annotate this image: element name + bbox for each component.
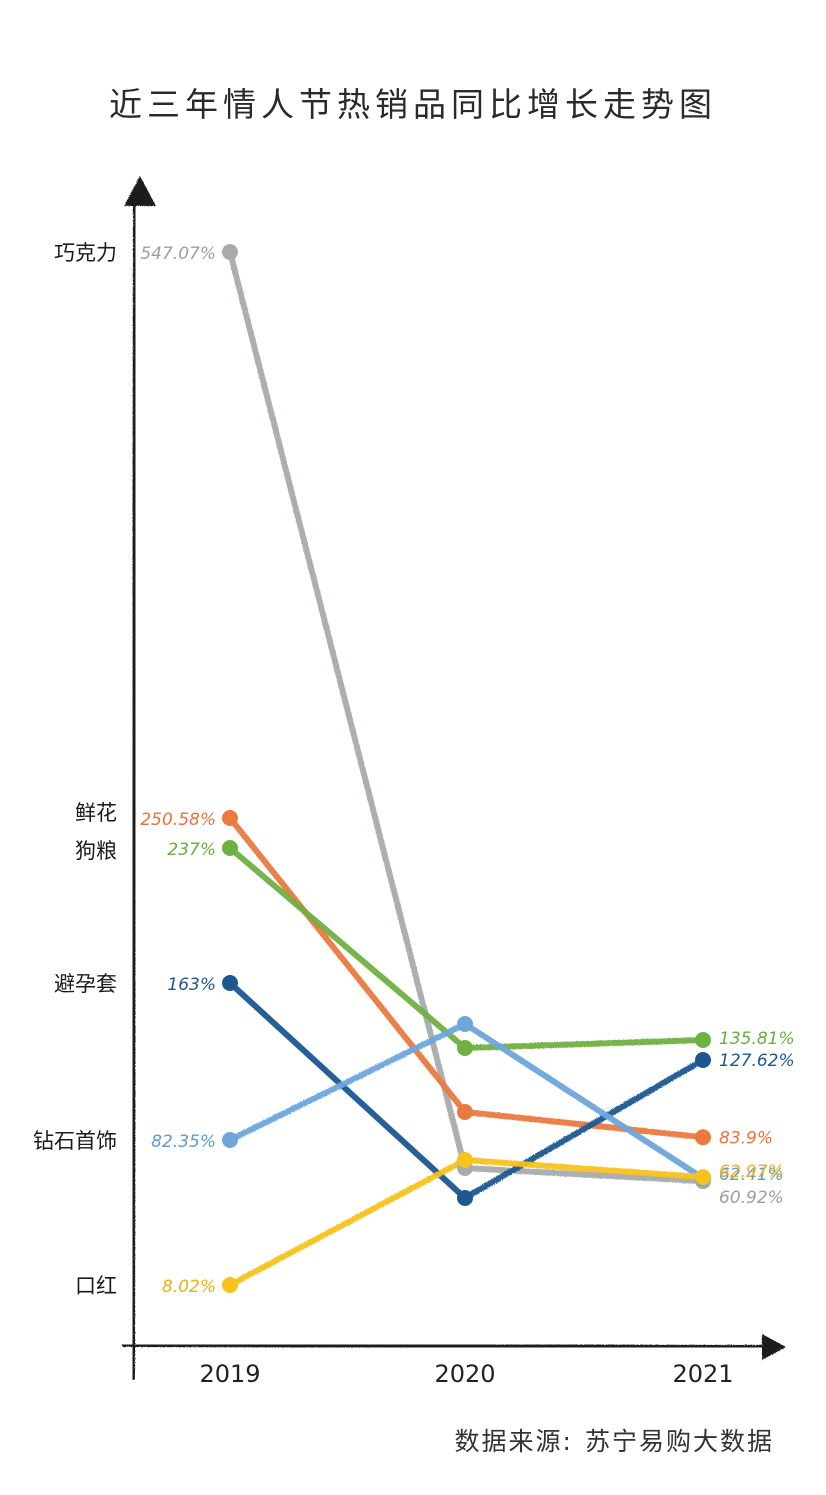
- x-tick-label: 2019: [199, 1360, 260, 1388]
- data-label: 250.58%: [140, 810, 216, 830]
- data-label: 237%: [167, 840, 216, 860]
- y-category-label: 巧克力: [54, 241, 117, 265]
- data-point[interactable]: [222, 1277, 238, 1293]
- data-label: 60.92%: [719, 1188, 784, 1208]
- y-category-label: 狗粮: [75, 839, 117, 863]
- data-label: 163%: [167, 975, 216, 995]
- data-points: [222, 244, 711, 1293]
- data-labels: 547.07% 60.92% 250.58% 83.9% 237% 135.81% 163%…: [140, 244, 794, 1297]
- chart-title: 近三年情人节热销品同比增长走势图: [109, 85, 717, 124]
- data-label: 8.02%: [162, 1277, 216, 1297]
- source-label: 数据来源:: [454, 1427, 573, 1456]
- data-label: 62.97%: [719, 1162, 784, 1182]
- y-axis-line: [131, 198, 137, 1380]
- data-point[interactable]: [222, 810, 238, 826]
- x-axis-arrow-icon: [762, 1334, 786, 1360]
- data-label: 82.35%: [151, 1132, 216, 1152]
- data-point[interactable]: [457, 1152, 473, 1168]
- x-tick-label: 2021: [672, 1360, 733, 1388]
- y-category-label: 口红: [75, 1274, 117, 1298]
- data-label: 83.9%: [719, 1128, 773, 1148]
- data-label: 62.41%: [719, 1165, 784, 1185]
- data-point[interactable]: [457, 1190, 473, 1206]
- data-point[interactable]: [457, 1040, 473, 1056]
- y-axis-arrow-icon: [124, 176, 156, 206]
- data-point[interactable]: [222, 975, 238, 991]
- data-label: 135.81%: [719, 1029, 795, 1049]
- series-line: [227, 815, 706, 1141]
- data-point[interactable]: [695, 1129, 711, 1146]
- source-value: 苏宁易购大数据: [584, 1427, 774, 1456]
- x-tick-label: 2020: [434, 1360, 495, 1388]
- data-point[interactable]: [695, 1052, 711, 1068]
- data-point[interactable]: [457, 1016, 473, 1032]
- data-point[interactable]: [222, 840, 238, 856]
- data-label: 547.07%: [140, 244, 216, 264]
- y-category-label: 鲜花: [75, 801, 117, 825]
- data-source: 数据来源: 苏宁易购大数据: [443, 1422, 774, 1458]
- y-category-label: 钻石首饰: [33, 1129, 117, 1153]
- data-point[interactable]: [222, 1132, 238, 1148]
- series-lines: [227, 249, 706, 1288]
- data-point[interactable]: [457, 1104, 473, 1120]
- data-point[interactable]: [695, 1169, 711, 1186]
- data-point[interactable]: [222, 244, 238, 260]
- data-label: 127.62%: [719, 1051, 795, 1071]
- x-axis-line: [122, 1343, 772, 1349]
- data-point[interactable]: [695, 1032, 711, 1048]
- y-category-label: 避孕套: [54, 972, 117, 996]
